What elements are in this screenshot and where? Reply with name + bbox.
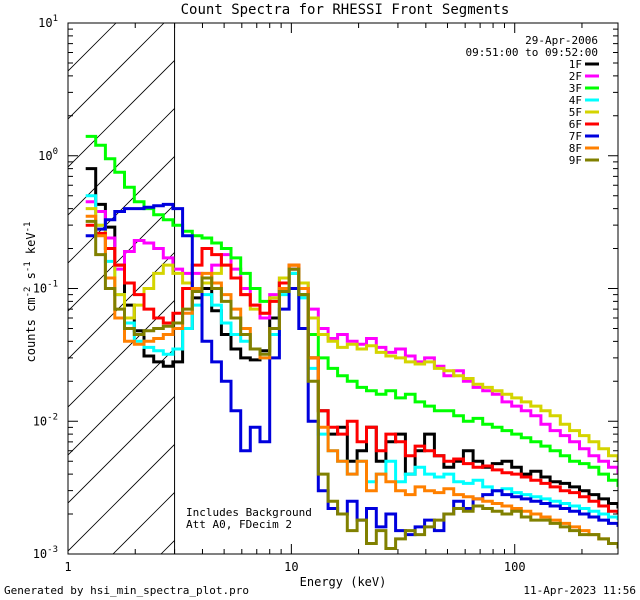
series-line-7F <box>85 202 618 537</box>
series-line-2F <box>85 200 618 475</box>
x-tick-labels: 1 10 100 <box>64 560 525 574</box>
x-tick-label: 100 <box>504 560 526 574</box>
legend-label-8F: 8F <box>569 142 582 155</box>
legend-label-2F: 2F <box>569 70 582 83</box>
y-tick-label: 10-3 <box>33 545 58 561</box>
date-label: 29-Apr-2006 <box>525 34 598 47</box>
annotation-attenuator: Att A0, FDecim 2 <box>186 518 292 531</box>
y-tick-exponent: 0 <box>53 147 58 157</box>
y-tick-exponent: -3 <box>47 545 58 555</box>
y-axis-label-exp2: -1 <box>23 261 33 272</box>
chart-title: Count Spectra for RHESSI Front Segments <box>181 2 510 18</box>
tick-marks <box>67 22 618 555</box>
x-tick-label: 10 <box>284 560 298 574</box>
legend-label-5F: 5F <box>569 106 582 119</box>
y-axis-label-exp3: -1 <box>23 222 33 233</box>
legend-label-6F: 6F <box>569 118 582 131</box>
y-axis-label: counts cm-2 s-1 keV-1 <box>23 222 38 363</box>
legend-label-1F: 1F <box>569 58 582 71</box>
y-tick-base: 10 <box>38 16 52 30</box>
footer-generated-by: Generated by hsi_min_spectra_plot.pro <box>4 584 249 597</box>
y-axis-label-main: counts cm <box>24 297 38 362</box>
legend-label-7F: 7F <box>569 130 582 143</box>
y-tick-exponent: -2 <box>47 412 58 422</box>
y-tick-exponent: -1 <box>47 280 58 290</box>
y-tick-label: 101 <box>38 14 58 30</box>
y-tick-base: 10 <box>33 547 47 561</box>
series-line-9F <box>85 219 618 550</box>
y-tick-base: 10 <box>33 414 47 428</box>
y-tick-label: 100 <box>38 147 58 163</box>
y-tick-exponent: 1 <box>53 14 58 24</box>
legend-label-9F: 9F <box>569 154 582 167</box>
annotation-background: Includes Background <box>186 506 312 519</box>
y-tick-base: 10 <box>33 282 47 296</box>
series-line-6F <box>85 223 618 514</box>
time-range-label: 09:51:00 to 09:52:00 <box>466 46 598 59</box>
y-axis-label-mid: s <box>24 272 38 286</box>
series-line-3F <box>85 134 618 487</box>
y-tick-label: 10-1 <box>33 280 58 296</box>
series-line-8F <box>85 214 618 545</box>
hatched-region <box>68 23 176 554</box>
x-tick-label: 1 <box>64 560 71 574</box>
series-line-5F <box>85 207 618 462</box>
y-axis-label-end: keV <box>24 232 38 261</box>
footer-timestamp: 11-Apr-2023 11:56 <box>523 584 636 597</box>
y-tick-label: 10-2 <box>33 412 58 428</box>
axis-ticks <box>67 22 618 555</box>
y-axis-label-exp1: -2 <box>23 287 33 298</box>
legend-label-3F: 3F <box>569 82 582 95</box>
series-lines <box>85 134 618 550</box>
x-axis-label: Energy (keV) <box>300 575 387 589</box>
y-tick-base: 10 <box>38 149 52 163</box>
legend-label-4F: 4F <box>569 94 582 107</box>
